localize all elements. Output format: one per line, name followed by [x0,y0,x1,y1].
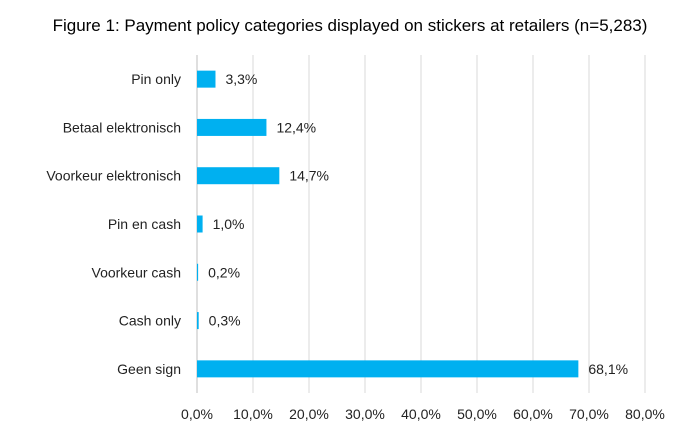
bar [197,118,267,136]
category-label: Geen sign [117,361,181,377]
x-tick-label: 50,0% [457,406,497,422]
bars [197,70,579,378]
data-label: 68,1% [588,361,628,377]
data-label: 1,0% [213,216,245,232]
data-label: 12,4% [276,119,316,135]
category-label: Pin only [131,71,181,87]
x-tick-label: 70,0% [569,406,609,422]
bar [197,167,280,185]
category-label: Cash only [119,313,181,329]
data-labels: 3,3% 12,4% 14,7% 1,0% 0,2% 0,3% 68,1% [208,71,628,377]
category-label: Voorkeur elektronisch [46,168,181,184]
bar [197,360,579,378]
gridlines [196,55,646,393]
category-labels: Pin only Betaal elektronisch Voorkeur elek… [46,71,181,377]
data-label: 0,3% [209,313,241,329]
data-label: 14,7% [289,168,329,184]
category-label: Voorkeur cash [92,264,182,280]
bar [197,263,199,281]
x-tick-label: 80,0% [625,406,665,422]
data-label: 0,2% [208,264,240,280]
chart-title: Figure 1: Payment policy categories disp… [53,16,648,35]
category-label: Pin en cash [108,216,181,232]
x-tick-label: 30,0% [345,406,385,422]
x-tick-label: 0,0% [181,406,213,422]
x-tick-label: 10,0% [233,406,273,422]
x-tick-labels: 0,0% 10,0% 20,0% 30,0% 40,0% 50,0% 60,0% 70,0% 8… [181,406,665,422]
bar [197,70,216,88]
bar [197,215,203,233]
x-tick-label: 60,0% [513,406,553,422]
bar [197,312,199,330]
x-tick-label: 20,0% [289,406,329,422]
data-label: 3,3% [225,71,257,87]
x-tick-label: 40,0% [401,406,441,422]
category-label: Betaal elektronisch [63,119,181,135]
